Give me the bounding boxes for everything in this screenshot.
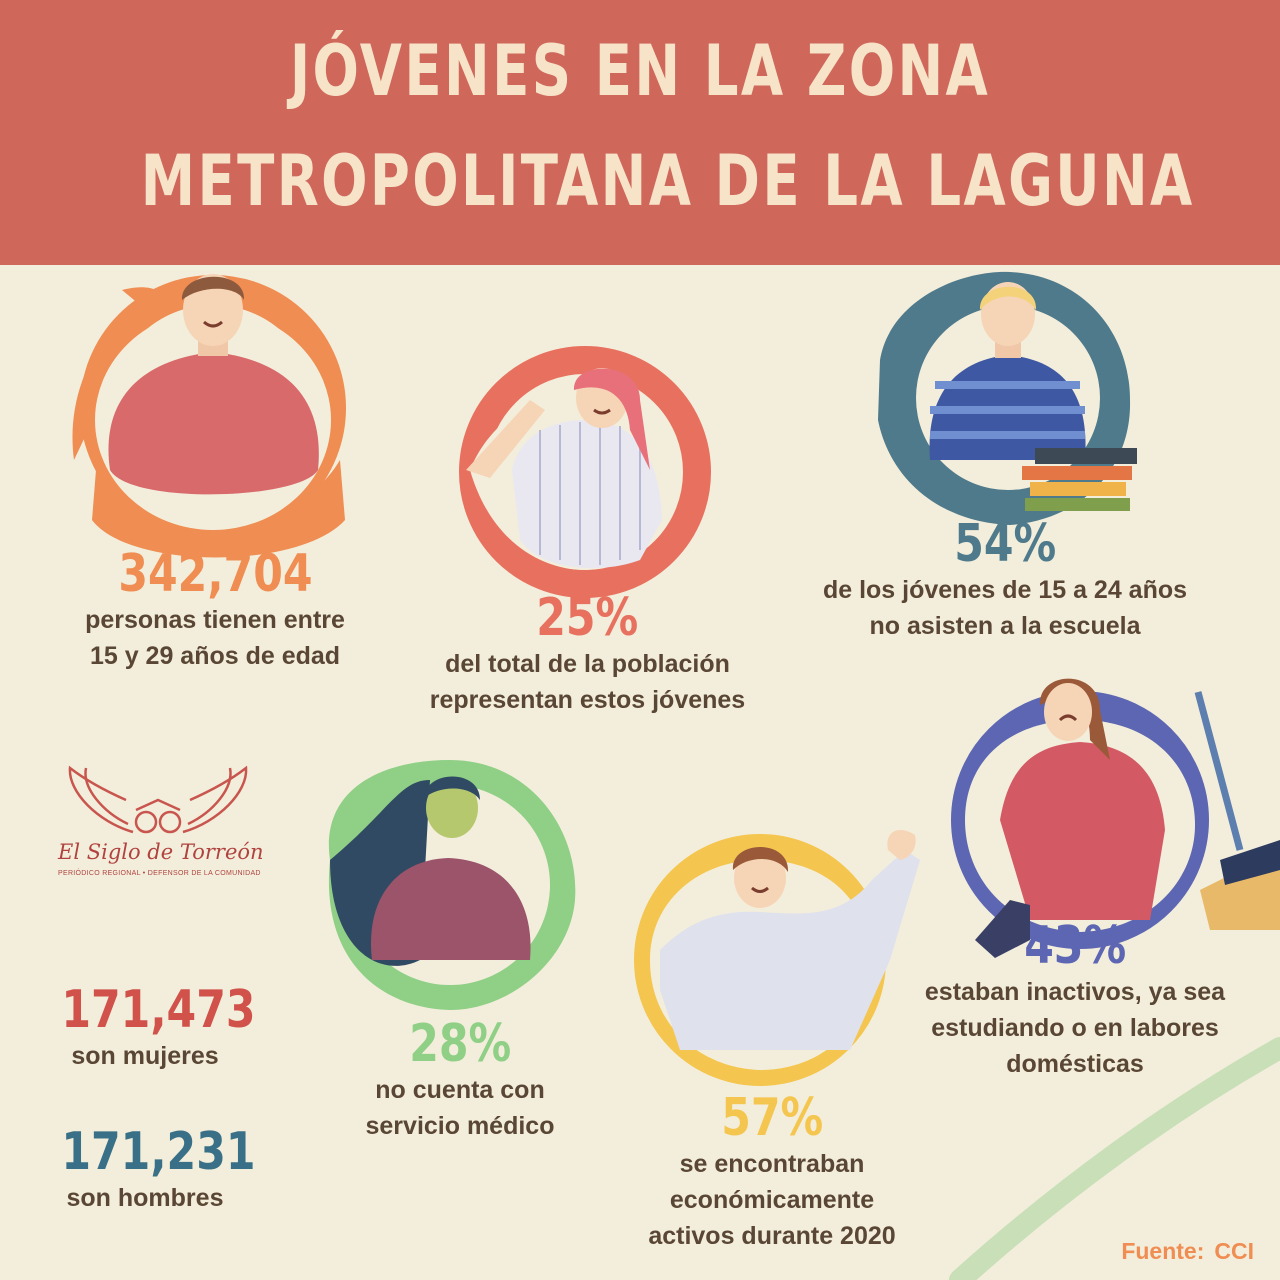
waving-boy-illustration <box>634 830 920 1086</box>
stat-text-line: estaban inactivos, ya sea <box>924 978 1226 1006</box>
owl-wings-logo <box>68 765 248 834</box>
stat-value: 171,231 <box>61 1122 256 1182</box>
el-siglo-de-torreon-logo: El Siglo de Torreón PERIÓDICO REGIONAL •… <box>58 762 264 892</box>
stat-value: 342,704 <box>117 544 313 604</box>
stat-text-line: activos durante 2020 <box>648 1222 896 1250</box>
stat-value: 28% <box>408 1014 512 1074</box>
boy-with-books-illustration <box>878 271 1137 525</box>
young-man-illustration <box>72 274 346 558</box>
title-line-2: METROPOLITANA DE LA LAGUNA <box>140 140 1195 222</box>
stat-men: 171,231 son hombres <box>40 1126 255 1216</box>
source-credit: Fuente: CCI <box>1121 1238 1254 1265</box>
stat-text-line: personas tienen entre <box>85 606 345 634</box>
stat-value: 43% <box>1023 916 1127 976</box>
stat-value: 171,473 <box>61 980 256 1040</box>
bullet-separator: • <box>142 870 148 877</box>
stat-value: 57% <box>720 1088 824 1148</box>
sick-woman-illustration <box>328 760 576 1010</box>
source-value: CCI <box>1214 1238 1254 1264</box>
logo-subtitle-right: DEFENSOR DE LA COMUNIDAD <box>147 870 261 877</box>
stat-text-line: no cuenta con <box>375 1076 545 1104</box>
stat-value: 25% <box>536 588 639 648</box>
decorative-swoosh <box>949 1037 1280 1280</box>
stat-text-line: son hombres <box>66 1184 224 1212</box>
stat-value: 54% <box>953 514 1057 574</box>
logo-subtitle-left: PERIÓDICO REGIONAL <box>58 870 141 877</box>
stat-women: 171,473 son mujeres <box>40 984 255 1074</box>
logo-name: El Siglo de Torreón <box>58 840 264 864</box>
stat-total-population: 342,704 personas tienen entre 15 y 29 añ… <box>40 548 390 674</box>
waving-girl-illustration <box>459 346 711 598</box>
stat-school-attendance: 54% de los jóvenes de 15 a 24 años no as… <box>795 518 1215 644</box>
stat-text-line: domésticas <box>1006 1050 1144 1078</box>
logo-subtitle: PERIÓDICO REGIONAL • DEFENSOR DE LA COMU… <box>58 870 261 877</box>
stat-text-line: 15 y 29 años de edad <box>89 642 341 670</box>
stat-inactive: 43% estaban inactivos, ya sea estudiando… <box>905 920 1245 1082</box>
woman-cleaning-illustration <box>951 678 1280 958</box>
stat-text-line: estudiando o en labores <box>931 1014 1219 1042</box>
stat-economically-active: 57% se encontraban económicamente activo… <box>612 1092 932 1254</box>
stat-population-share: 25% del total de la población representa… <box>400 592 775 718</box>
stat-text-line: servicio médico <box>365 1112 555 1140</box>
stat-text-line: no asisten a la escuela <box>869 612 1141 640</box>
source-label: Fuente: <box>1121 1238 1205 1264</box>
title-banner: JÓVENES EN LA ZONA METROPOLITANA DE LA L… <box>0 0 1280 265</box>
title-line-1: JÓVENES EN LA ZONA <box>289 30 991 112</box>
stat-medical-service: 28% no cuenta con servicio médico <box>340 1018 580 1144</box>
stat-text-line: de los jóvenes de 15 a 24 años <box>822 576 1188 604</box>
stat-text-line: son mujeres <box>71 1042 219 1070</box>
stat-text-line: económicamente <box>669 1186 875 1214</box>
stat-text-line: del total de la población <box>445 650 730 678</box>
stat-text-line: representan estos jóvenes <box>429 686 746 714</box>
stat-text-line: se encontraban <box>679 1150 865 1178</box>
